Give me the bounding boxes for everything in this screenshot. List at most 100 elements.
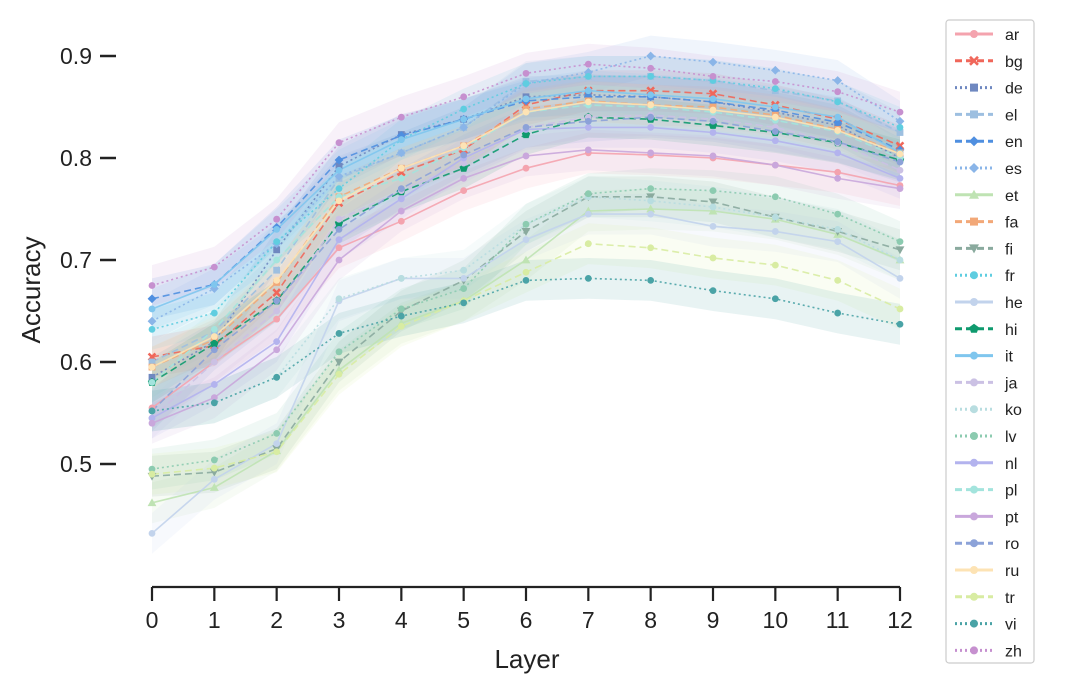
point-ja <box>335 215 343 223</box>
point-lv <box>460 285 468 292</box>
legend-label-nl: nl <box>1005 456 1017 473</box>
legend-label-ko: ko <box>1005 402 1022 419</box>
point-zh <box>397 113 405 121</box>
legend-frame <box>945 19 1035 664</box>
point-nl <box>148 414 156 422</box>
x-tick-label: 7 <box>582 607 595 633</box>
y-tick-label: 0.9 <box>60 43 92 69</box>
point-ro <box>584 117 592 125</box>
point-tr <box>148 470 156 478</box>
point-lv <box>210 456 218 464</box>
point-tr <box>210 464 218 472</box>
point-ko <box>460 266 468 274</box>
point-es <box>895 116 905 126</box>
point-vi <box>397 312 405 320</box>
legend-label-he: he <box>1005 295 1023 312</box>
point-ru <box>210 333 218 340</box>
point-vi <box>834 309 842 317</box>
y-tick-label: 0.7 <box>60 247 92 273</box>
point-lv <box>647 185 655 193</box>
point-vi <box>522 277 530 284</box>
band-ar <box>152 132 900 429</box>
legend: ar bg de el en es et fa fi fr he hi it ja ko lv nl pl pt ro… <box>945 19 1035 664</box>
legend-label-pt: pt <box>1005 509 1019 526</box>
point-pt <box>273 346 281 354</box>
point-fr <box>584 73 592 80</box>
point-el <box>896 129 904 136</box>
point-ru <box>647 101 655 109</box>
x-axis-title: Layer <box>494 644 559 674</box>
point-zh <box>210 263 218 271</box>
point-de <box>148 373 156 381</box>
point-fi <box>209 468 219 477</box>
point-nl <box>584 124 592 131</box>
point-tr <box>771 261 779 269</box>
legend-label-ar: ar <box>1005 27 1020 44</box>
point-tr <box>273 448 281 456</box>
point-es <box>770 65 780 75</box>
legend-label-el: el <box>1005 107 1017 124</box>
point-zh <box>896 108 904 116</box>
band-ro <box>152 96 900 432</box>
point-pt <box>584 146 592 154</box>
point-pt <box>647 149 655 157</box>
point-zh <box>273 215 281 223</box>
legend-label-tr: tr <box>1005 590 1015 607</box>
point-ja <box>460 159 468 167</box>
legend-marker-bg <box>969 55 979 66</box>
point-ru <box>522 108 530 116</box>
point-ko <box>709 203 717 211</box>
point-zh <box>584 60 592 68</box>
point-ro <box>771 128 779 135</box>
point-vi <box>584 274 592 282</box>
legend-marker-de <box>970 83 978 92</box>
legend-label-et: et <box>1005 188 1019 205</box>
point-it <box>647 91 655 99</box>
series-markers <box>147 51 905 537</box>
point-fr <box>273 238 281 246</box>
point-nl <box>709 129 717 136</box>
point-ar <box>834 168 842 176</box>
point-vi <box>647 277 655 284</box>
point-fi <box>334 358 344 367</box>
x-tick-label: 11 <box>826 607 850 633</box>
point-et <box>708 206 718 215</box>
point-zh <box>709 73 717 80</box>
legend-label-fr: fr <box>1005 268 1015 285</box>
legend-label-fi: fi <box>1005 241 1013 258</box>
point-tr <box>522 268 530 276</box>
point-vi <box>148 407 156 415</box>
point-pt <box>834 175 842 182</box>
x-tick-label: 5 <box>457 607 470 633</box>
point-it <box>834 113 842 121</box>
point-ko <box>647 197 655 205</box>
point-ru <box>335 197 343 205</box>
legend-marker-fr <box>970 271 978 280</box>
point-pt <box>335 256 343 264</box>
y-tick-label: 0.6 <box>60 349 92 375</box>
point-vi <box>709 287 717 294</box>
point-tr <box>647 244 655 252</box>
point-he <box>709 222 717 230</box>
point-ru <box>896 150 904 158</box>
point-es <box>396 148 406 158</box>
point-ru <box>460 142 468 150</box>
point-tr <box>397 322 405 330</box>
legend-marker-he <box>970 298 978 306</box>
point-pl <box>397 175 405 182</box>
point-es <box>334 171 344 181</box>
legend-label-vi: vi <box>1005 617 1017 634</box>
point-zh <box>647 64 655 72</box>
band-he <box>152 193 900 554</box>
point-it <box>460 115 468 123</box>
point-es <box>147 316 157 326</box>
point-tr <box>896 305 904 313</box>
point-en <box>334 155 344 165</box>
legend-label-ja: ja <box>1004 375 1018 392</box>
point-ro <box>210 346 218 354</box>
point-fi <box>895 246 905 255</box>
point-fi <box>646 193 656 202</box>
point-et <box>147 498 157 507</box>
point-he <box>647 210 655 218</box>
point-vi <box>460 299 468 307</box>
